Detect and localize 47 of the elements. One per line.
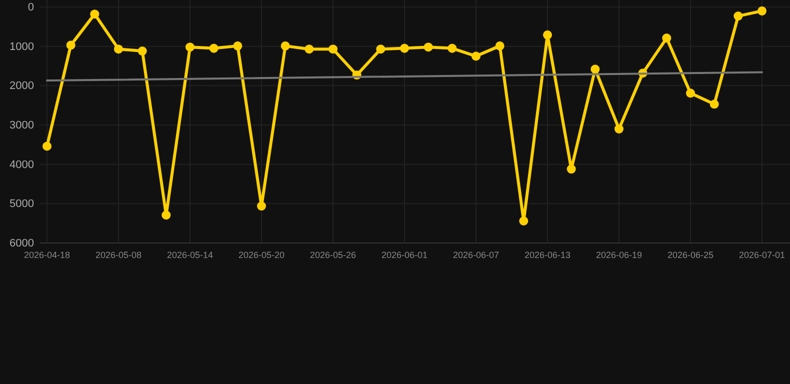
x-tick-label: 2026-06-07 <box>452 250 500 260</box>
point <box>114 44 124 54</box>
point <box>757 6 767 16</box>
x-tick-label: 2026-05-14 <box>166 250 214 260</box>
point <box>256 202 266 211</box>
point <box>566 164 576 174</box>
point <box>734 12 743 21</box>
point <box>519 216 528 226</box>
point <box>304 44 314 54</box>
point <box>328 44 338 54</box>
point <box>233 41 242 50</box>
point <box>138 46 147 56</box>
x-tick-label: 2026-05-20 <box>238 250 285 260</box>
x-tick-label: 2026-07-01 <box>738 250 786 260</box>
y-tick-label: 4000 <box>10 158 34 171</box>
point <box>495 41 504 50</box>
point <box>710 100 719 109</box>
point <box>66 40 76 50</box>
point <box>209 44 218 53</box>
y-tick-label: 5000 <box>10 198 34 210</box>
y-tick-label: 0 <box>28 2 34 14</box>
y-tick-label: 3000 <box>10 120 34 132</box>
point <box>686 88 696 98</box>
x-tick-label: 2026-05-26 <box>310 250 356 260</box>
point <box>424 42 433 52</box>
x-tick-label: 2026-06-25 <box>667 250 714 260</box>
point <box>90 10 100 19</box>
x-tick-label: 2026-06-13 <box>524 250 571 260</box>
point <box>590 64 600 74</box>
point <box>448 44 457 53</box>
x-tick-label: 2026-04-18 <box>24 250 70 260</box>
y-tick-label: 1000 <box>10 40 34 53</box>
x-tick-label: 2026-06-19 <box>596 250 642 260</box>
point <box>400 44 410 53</box>
point <box>471 52 481 61</box>
point <box>376 44 386 54</box>
y-tick-label: 6000 <box>10 238 34 250</box>
point <box>162 210 171 220</box>
point <box>542 30 552 40</box>
point <box>185 42 195 52</box>
point <box>42 142 52 151</box>
point <box>614 124 624 134</box>
y-tick-label: 2000 <box>10 80 34 92</box>
x-tick-label: 2026-06-01 <box>381 250 428 260</box>
point <box>280 41 290 50</box>
point <box>662 34 672 43</box>
x-tick-label: 2026-05-08 <box>95 250 142 260</box>
